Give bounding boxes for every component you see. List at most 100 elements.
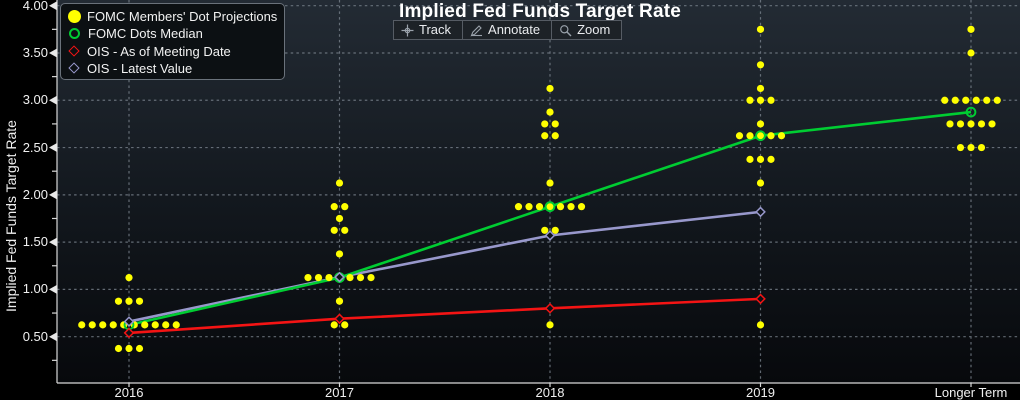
fomc-dot [367,273,375,282]
fomc-dot [756,96,765,104]
fomc-dot [967,120,975,128]
ois-latest-marker [755,206,766,218]
fomc-dot [756,179,765,187]
y-major-tick [49,284,57,294]
x-tick-label: 2017 [325,385,354,400]
fomc-dot [993,96,1001,104]
fomc-dot [304,273,312,282]
x-tick-label: 2018 [535,385,565,400]
y-tick-label: 2.50 [22,139,48,155]
fomc-dot [335,179,344,187]
fomc-dot [767,96,775,104]
fomc-dot [756,132,765,140]
median-marker [544,201,556,213]
fomc-dot [977,120,986,128]
fomc-dot [541,120,549,128]
fomc-dot [335,297,344,305]
fomc-dot [577,203,586,211]
fomc-dot [756,61,765,69]
track-button[interactable]: Track [394,21,464,39]
fomc-dot [941,96,949,104]
fomc-dot [767,132,775,140]
y-major-tick [49,143,57,153]
fomc-dot [314,273,323,282]
fomc-dot [556,203,565,211]
fomc-dot [535,203,544,211]
x-tick-label: Longer Term [934,385,1008,400]
fomc-dot [972,96,980,104]
filled-circle-marker-icon [68,10,81,24]
fomc-dot [125,344,133,353]
fomc-dot [951,96,959,104]
fomc-dot [567,203,575,211]
fomc-dot [330,203,338,211]
zoom-button[interactable]: Zoom [552,21,622,39]
fomc-dot [746,96,754,104]
x-tick-label: 2016 [114,385,144,400]
y-tick-label: 4.00 [22,0,48,13]
fomc-dot [172,321,180,329]
ois-meeting-marker [123,327,135,339]
fomc-dot [88,321,96,329]
fomc-dot [551,226,559,234]
y-tick-label: 2.00 [22,186,48,202]
fomc-dot [114,344,123,353]
median-marker [965,106,977,118]
fomc-dots [78,25,1001,353]
y-tick-label: 1.50 [22,234,48,250]
fomc-dot [341,226,349,234]
legend-item: FOMC Dots Median [68,25,276,42]
fomc-dot [109,321,117,329]
ois-latest-marker [123,316,135,327]
fomc-dot [988,120,996,128]
fomc-dot [99,321,107,329]
fomc-dot [756,120,765,128]
y-major-tick [49,95,57,105]
annotate-button[interactable]: Annotate [463,21,553,39]
fomc-dot [525,203,533,211]
fomc-dot [956,120,965,128]
fomc-dot [756,155,765,163]
fomc-dot [125,297,133,305]
y-tick-label: 3.00 [22,92,48,108]
ois-meeting-marker [755,293,766,305]
open-diamond-marker-icon [68,45,80,57]
fomc-dot [135,344,144,353]
fomc-dot [546,321,554,329]
ois-meeting-marker [334,313,345,325]
x-tick-label: 2019 [746,385,775,400]
y-tick-label: 0.50 [22,328,48,344]
chart-legend: FOMC Members' Dot Projections FOMC Dots M… [60,3,285,80]
zoom-button-label: Zoom [577,22,611,37]
legend-item: OIS - Latest Value [68,60,276,77]
open-diamond-marker-icon [68,62,80,75]
ois-latest-marker [334,271,345,283]
legend-item-label: FOMC Members' Dot Projections [87,9,278,25]
ois-latest-line [128,210,761,323]
median-marker [755,130,766,142]
fomc-dot [756,84,765,93]
fomc-dot [541,132,549,140]
fomc-dot [546,108,554,116]
fomc-dot [546,84,554,93]
fomc-dot [983,96,991,104]
fomc-dot [756,25,765,33]
fomc-dot [335,214,344,223]
fomc-dot [546,179,554,187]
open-circle-marker-icon [69,28,80,40]
fomc-dot [746,155,754,163]
ois-latest-marker [544,230,556,241]
chart-title: Implied Fed Funds Target Rate [398,1,682,22]
fomc-dot [546,203,554,211]
fomc-dot [335,250,344,258]
legend-item-label: OIS - Latest Value [87,60,193,76]
ois-meeting-line [128,297,761,335]
y-tick-label: 1.00 [22,281,48,297]
legend-item: OIS - As of Meeting Date [68,43,276,60]
y-tick-label: 3.50 [22,44,48,60]
fomc-dot [967,25,975,33]
fomc-dot [746,132,754,140]
fomc-dot [356,273,365,282]
fomc-dot [330,321,338,329]
